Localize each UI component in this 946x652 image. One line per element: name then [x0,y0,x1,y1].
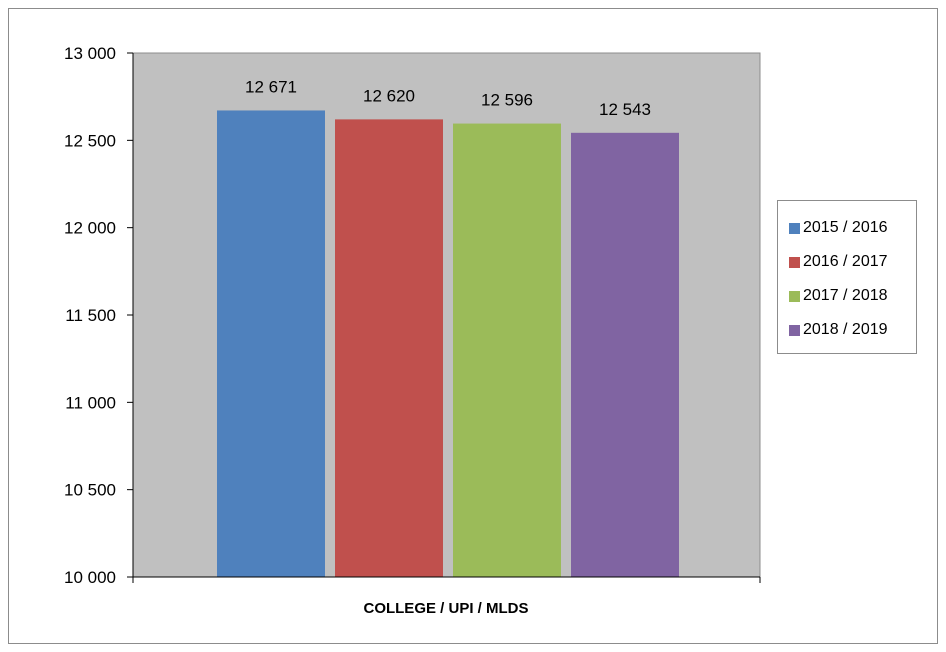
data-label-4: 12 543 [599,100,651,119]
bar-2 [335,119,443,577]
legend-item: 2015 / 2016 [778,211,916,245]
data-label-1: 12 671 [245,77,297,96]
data-label-2: 12 620 [363,86,415,105]
y-tick-label: 11 500 [65,306,116,325]
y-tick-label: 10 000 [64,568,116,587]
legend-label: 2018 / 2019 [803,321,888,338]
legend: 2015 / 2016 2016 / 2017 2017 / 2018 2018 / … [777,200,917,354]
data-labels-group: 12 671 12 620 12 596 12 543 [245,77,651,118]
legend-label: 2015 / 2016 [803,219,888,236]
legend-item: 2017 / 2018 [778,279,916,313]
bars-group [217,110,679,577]
y-tick-label: 11 000 [65,393,116,412]
bar-4 [571,132,679,577]
x-axis-label: COLLEGE / UPI / MLDS [363,600,528,617]
legend-label: 2016 / 2017 [803,253,888,270]
y-tick-label: 12 500 [64,131,116,150]
bar-1 [217,110,325,577]
y-axis-ticks: 10 000 10 500 11 000 11 500 12 000 12 500 13 0… [64,44,133,587]
y-tick-label: 13 000 [64,44,116,63]
legend-item: 2018 / 2019 [778,313,916,347]
y-tick-label: 10 500 [64,481,116,500]
legend-swatch [789,290,800,302]
bar-3 [453,123,561,577]
y-tick-label: 12 000 [64,219,116,238]
legend-swatch [789,222,800,234]
data-label-3: 12 596 [481,91,533,110]
legend-item: 2016 / 2017 [778,245,916,279]
legend-swatch [789,256,800,268]
legend-label: 2017 / 2018 [803,287,888,304]
legend-swatch [789,324,800,336]
